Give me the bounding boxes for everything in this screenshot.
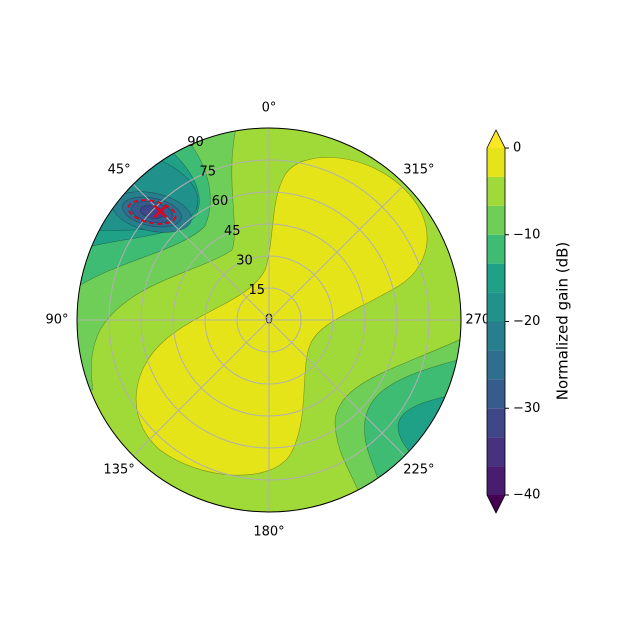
colorbar-label: Normalized gain (dB): [554, 242, 572, 401]
grid-spoke: [268, 319, 406, 457]
colorbar-band: [487, 263, 505, 293]
polar-frame: [76, 127, 462, 513]
r-tick-label: 30: [236, 253, 253, 268]
r-tick-label: 60: [212, 194, 229, 209]
theta-tick-label: 315°: [403, 163, 434, 178]
grid-spoke: [132, 319, 270, 457]
colorbar-band: [487, 205, 505, 235]
colorbar-extend: [487, 130, 505, 148]
r-tick-label: 75: [199, 165, 216, 180]
colorbar-band: [487, 148, 505, 177]
colorbar: 0 −10 −20 −30 −40: [486, 129, 540, 514]
colorbar-band: [487, 379, 505, 409]
theta-tick-label: 180°: [253, 525, 284, 540]
colorbar-band: [487, 321, 505, 351]
colorbar-band: [487, 466, 505, 495]
theta-tick-label: 90°: [45, 313, 68, 328]
grid-spoke: [268, 183, 406, 321]
theta-tick-label: 45°: [108, 163, 131, 178]
beam-contour: [127, 199, 177, 225]
colorbar-band: [487, 350, 505, 380]
polar-grid: 01530456075900°45°90°135°180°225°270°315…: [45, 101, 496, 540]
colorbar-band: [487, 437, 505, 467]
colorbar-tick-label: −30: [513, 401, 540, 416]
overlay: [127, 199, 177, 225]
colorbar-tick-label: −20: [513, 314, 540, 329]
theta-tick-label: 225°: [403, 462, 434, 477]
colorbar-band: [487, 408, 505, 438]
colorbar-band: [487, 176, 505, 206]
colorbar-tick-label: −10: [513, 227, 540, 242]
theta-tick-label: 0°: [262, 101, 277, 116]
r-tick-label: 45: [224, 224, 241, 239]
colorbar-band: [487, 234, 505, 264]
peak-marker: [153, 204, 168, 219]
theta-tick-label: 135°: [103, 462, 134, 477]
colorbar-extend: [487, 495, 505, 513]
contour-region: [135, 157, 428, 476]
colorbar-tick-label: 0: [513, 141, 521, 156]
r-tick-label: 15: [248, 283, 265, 298]
colorbar-band: [487, 292, 505, 322]
colorbar-tick-label: −40: [513, 488, 540, 503]
